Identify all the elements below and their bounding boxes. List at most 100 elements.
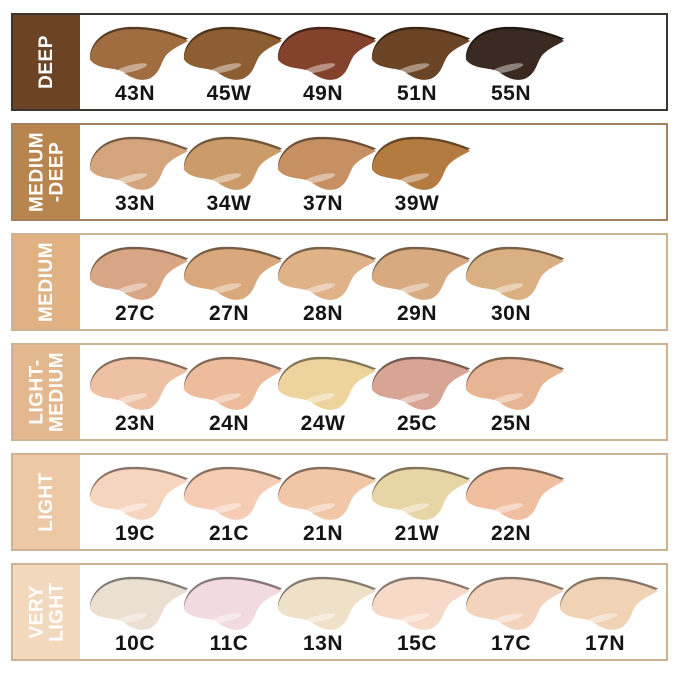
shade-code: 27C bbox=[114, 302, 156, 325]
shade-code: 28N bbox=[302, 302, 344, 325]
category-label: VERY LIGHT bbox=[25, 582, 67, 642]
swatch-cell: 30N bbox=[464, 239, 565, 329]
shade-code: 29N bbox=[396, 302, 438, 325]
swatch-cell: 17C bbox=[464, 569, 565, 659]
swatch-cell: 45W bbox=[182, 19, 283, 109]
swatch-cell: 10C bbox=[88, 569, 189, 659]
swatch-cell: 17N bbox=[558, 569, 659, 659]
shade-code: 21C bbox=[208, 522, 250, 545]
category-label: LIGHT- MEDIUM bbox=[25, 351, 67, 433]
shade-code: 22N bbox=[490, 522, 532, 545]
foundation-smear-icon bbox=[465, 356, 565, 410]
shade-row-medium-deep: MEDIUM -DEEP 33N 34W bbox=[11, 123, 668, 221]
shade-code: 25C bbox=[396, 412, 438, 435]
shade-code: 13N bbox=[302, 632, 344, 655]
foundation-smear-icon bbox=[183, 356, 283, 410]
swatch-strip: 19C 21C 21N bbox=[80, 455, 666, 549]
category-label: MEDIUM -DEEP bbox=[25, 131, 67, 213]
foundation-smear-icon bbox=[89, 576, 189, 630]
swatch-strip: 10C 11C 13N bbox=[80, 565, 666, 659]
swatch-cell: 51N bbox=[370, 19, 471, 109]
foundation-smear-icon bbox=[183, 576, 283, 630]
shade-code: 21N bbox=[302, 522, 344, 545]
shade-code: 24W bbox=[300, 412, 346, 435]
foundation-shade-chart: DEEP 43N 45W bbox=[11, 13, 668, 673]
foundation-smear-icon bbox=[89, 356, 189, 410]
shade-code: 30N bbox=[490, 302, 532, 325]
swatch-cell: 49N bbox=[276, 19, 377, 109]
swatch-cell: 33N bbox=[88, 129, 189, 219]
swatch-cell: 39W bbox=[370, 129, 471, 219]
category-sidebar: DEEP bbox=[13, 15, 80, 109]
category-label: DEEP bbox=[35, 35, 57, 89]
category-sidebar: LIGHT bbox=[13, 455, 80, 549]
swatch-cell: 34W bbox=[182, 129, 283, 219]
swatch-cell: 21N bbox=[276, 459, 377, 549]
foundation-smear-icon bbox=[183, 466, 283, 520]
swatch-cell: 11C bbox=[182, 569, 283, 659]
shade-code: 24N bbox=[208, 412, 250, 435]
swatch-strip: 27C 27N 28N bbox=[80, 235, 666, 329]
foundation-smear-icon bbox=[183, 136, 283, 190]
foundation-smear-icon bbox=[371, 26, 471, 80]
swatch-cell: 28N bbox=[276, 239, 377, 329]
foundation-smear-icon bbox=[277, 466, 377, 520]
swatch-cell: 24W bbox=[276, 349, 377, 439]
shade-code: 33N bbox=[114, 192, 156, 215]
swatch-cell: 22N bbox=[464, 459, 565, 549]
swatch-strip: 43N 45W 49N bbox=[80, 15, 666, 109]
foundation-smear-icon bbox=[89, 136, 189, 190]
shade-code: 27N bbox=[208, 302, 250, 325]
swatch-strip: 33N 34W 37N bbox=[80, 125, 666, 219]
category-sidebar: LIGHT- MEDIUM bbox=[13, 345, 80, 439]
swatch-cell: 29N bbox=[370, 239, 471, 329]
shade-code: 55N bbox=[490, 82, 532, 105]
swatch-cell: 19C bbox=[88, 459, 189, 549]
foundation-smear-icon bbox=[465, 26, 565, 80]
swatch-cell: 55N bbox=[464, 19, 565, 109]
shade-row-light-medium: LIGHT- MEDIUM 23N 24N bbox=[11, 343, 668, 441]
foundation-smear-icon bbox=[89, 246, 189, 300]
shade-code: 19C bbox=[114, 522, 156, 545]
swatch-cell: 27C bbox=[88, 239, 189, 329]
shade-row-light: LIGHT 19C 21C bbox=[11, 453, 668, 551]
swatch-cell: 25C bbox=[370, 349, 471, 439]
swatch-cell: 37N bbox=[276, 129, 377, 219]
shade-code: 10C bbox=[114, 632, 156, 655]
foundation-smear-icon bbox=[559, 576, 659, 630]
category-sidebar: MEDIUM -DEEP bbox=[13, 125, 80, 219]
foundation-smear-icon bbox=[277, 246, 377, 300]
shade-code: 43N bbox=[114, 82, 156, 105]
foundation-smear-icon bbox=[277, 356, 377, 410]
category-label: MEDIUM bbox=[35, 241, 57, 323]
foundation-smear-icon bbox=[277, 26, 377, 80]
shade-code: 21W bbox=[394, 522, 440, 545]
category-label: LIGHT bbox=[35, 472, 57, 532]
shade-code: 11C bbox=[209, 632, 249, 655]
foundation-smear-icon bbox=[465, 466, 565, 520]
foundation-smear-icon bbox=[371, 576, 471, 630]
shade-code: 39W bbox=[394, 192, 440, 215]
shade-code: 51N bbox=[396, 82, 438, 105]
shade-code: 34W bbox=[206, 192, 252, 215]
swatch-cell: 43N bbox=[88, 19, 189, 109]
foundation-smear-icon bbox=[183, 246, 283, 300]
foundation-smear-icon bbox=[277, 576, 377, 630]
foundation-smear-icon bbox=[277, 136, 377, 190]
foundation-smear-icon bbox=[465, 576, 565, 630]
swatch-cell: 21W bbox=[370, 459, 471, 549]
category-sidebar: MEDIUM bbox=[13, 235, 80, 329]
foundation-smear-icon bbox=[465, 246, 565, 300]
swatch-cell: 24N bbox=[182, 349, 283, 439]
foundation-smear-icon bbox=[371, 466, 471, 520]
swatch-cell: 27N bbox=[182, 239, 283, 329]
foundation-smear-icon bbox=[89, 26, 189, 80]
shade-code: 45W bbox=[206, 82, 252, 105]
swatch-cell: 21C bbox=[182, 459, 283, 549]
shade-code: 15C bbox=[396, 632, 438, 655]
shade-code: 17C bbox=[490, 632, 532, 655]
foundation-smear-icon bbox=[371, 136, 471, 190]
shade-code: 17N bbox=[584, 632, 626, 655]
foundation-smear-icon bbox=[183, 26, 283, 80]
category-sidebar: VERY LIGHT bbox=[13, 565, 80, 659]
